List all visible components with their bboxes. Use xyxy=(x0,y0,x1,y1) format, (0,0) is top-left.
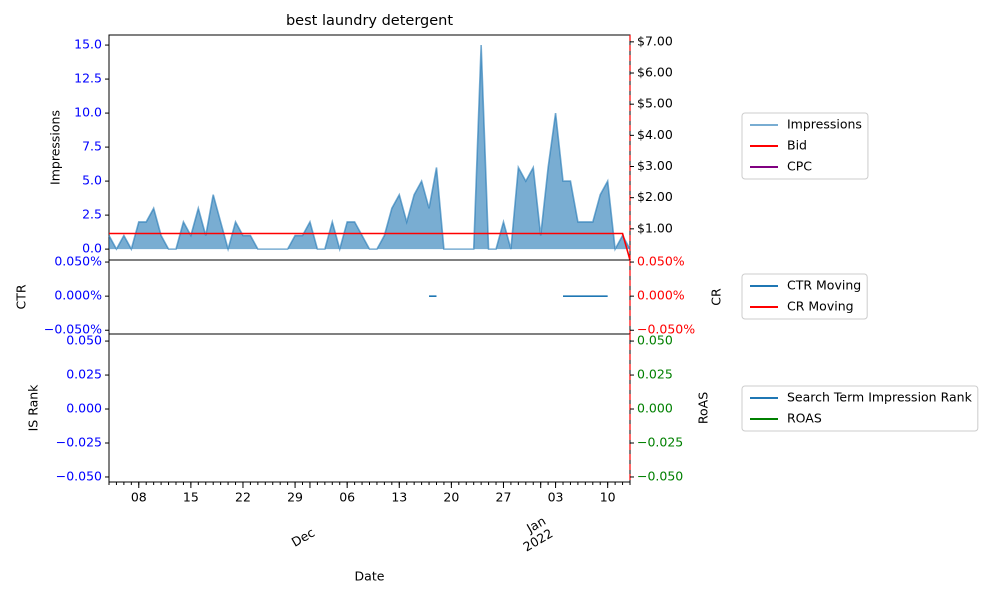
plot-frame xyxy=(108,333,631,483)
x-tick-label: 15 xyxy=(183,490,199,505)
y2-axis-label: RoAS xyxy=(696,392,711,424)
y-tick-label: −0.050 xyxy=(56,468,102,483)
x-tick-label: 13 xyxy=(391,490,407,505)
legend: Impressions Bid CPC xyxy=(741,112,869,180)
x-tick-label: 10 xyxy=(600,490,616,505)
y2-axis-label: CR xyxy=(709,288,724,306)
y-tick-label: 0.000% xyxy=(54,288,102,303)
legend: Search Term Impression Rank ROAS xyxy=(741,385,979,432)
y-tick-label: 0.050 xyxy=(66,333,102,348)
y2-tick-label: 0.000 xyxy=(637,401,673,416)
legend: CTR Moving CR Moving xyxy=(741,273,868,320)
x-tick-label: Jan2022 xyxy=(513,513,555,554)
x-tick-label: 06 xyxy=(339,490,355,505)
legend-frame xyxy=(741,385,979,432)
series-line xyxy=(108,45,631,253)
y-tick-label: 15.0 xyxy=(74,37,102,52)
y2-tick-label: −0.050% xyxy=(637,322,695,337)
y-tick-label: 0.025 xyxy=(66,367,102,382)
plot-frame xyxy=(108,259,631,335)
y2-tick-label: −0.025 xyxy=(637,434,683,449)
chart-title: best laundry detergent xyxy=(286,13,453,29)
y-tick-label: 5.0 xyxy=(82,173,102,188)
y-tick-label: 0.000 xyxy=(66,401,102,416)
legend-label: Search Term Impression Rank xyxy=(787,390,973,405)
y2-tick-label: $2.00 xyxy=(637,189,673,204)
x-tick-label: 27 xyxy=(496,490,512,505)
legend-label: ROAS xyxy=(787,411,822,426)
y-tick-label: 7.5 xyxy=(82,139,102,154)
x-tick-label: 03 xyxy=(548,490,564,505)
y-tick-label: 0.0 xyxy=(82,241,102,256)
y2-tick-label: 0.050% xyxy=(637,254,685,269)
y2-tick-label: −0.050 xyxy=(637,468,683,483)
legend-label: CR Moving xyxy=(787,299,854,314)
y-axis-label: CTR xyxy=(14,284,29,309)
legend-label: Impressions xyxy=(787,117,862,132)
x-axis-label: Date xyxy=(355,569,385,584)
y-tick-label: −0.025 xyxy=(56,434,102,449)
y-axis-label: Impressions xyxy=(48,110,63,185)
y-tick-label: 12.5 xyxy=(74,71,102,86)
x-tick-label: 29 xyxy=(287,490,303,505)
y-tick-label: 10.0 xyxy=(74,105,102,120)
y2-tick-label: 0.000% xyxy=(637,288,685,303)
legend-label: Bid xyxy=(787,138,807,153)
x-tick-label: 08 xyxy=(131,490,147,505)
y-tick-label: 2.5 xyxy=(82,207,102,222)
y2-tick-label: $6.00 xyxy=(637,65,673,80)
x-tick-label: 20 xyxy=(443,490,459,505)
y2-tick-label: $1.00 xyxy=(637,220,673,235)
y2-tick-label: 0.050 xyxy=(637,333,673,348)
y2-tick-label: $5.00 xyxy=(637,96,673,111)
x-tick-label: 22 xyxy=(235,490,251,505)
legend-frame xyxy=(741,112,869,180)
y-axis-label: IS Rank xyxy=(26,384,41,432)
y2-tick-label: 0.025 xyxy=(637,367,673,382)
series-line xyxy=(109,232,631,261)
y2-tick-label: $3.00 xyxy=(637,158,673,173)
legend-label: CPC xyxy=(787,159,812,174)
y2-tick-label: $7.00 xyxy=(637,33,673,48)
x-tick-label: Dec xyxy=(289,525,318,550)
y-tick-label: 0.050% xyxy=(54,254,102,269)
area xyxy=(109,45,630,250)
y-tick-label: −0.050% xyxy=(44,322,102,337)
legend-label: CTR Moving xyxy=(787,278,861,293)
y2-tick-label: $4.00 xyxy=(637,127,673,142)
